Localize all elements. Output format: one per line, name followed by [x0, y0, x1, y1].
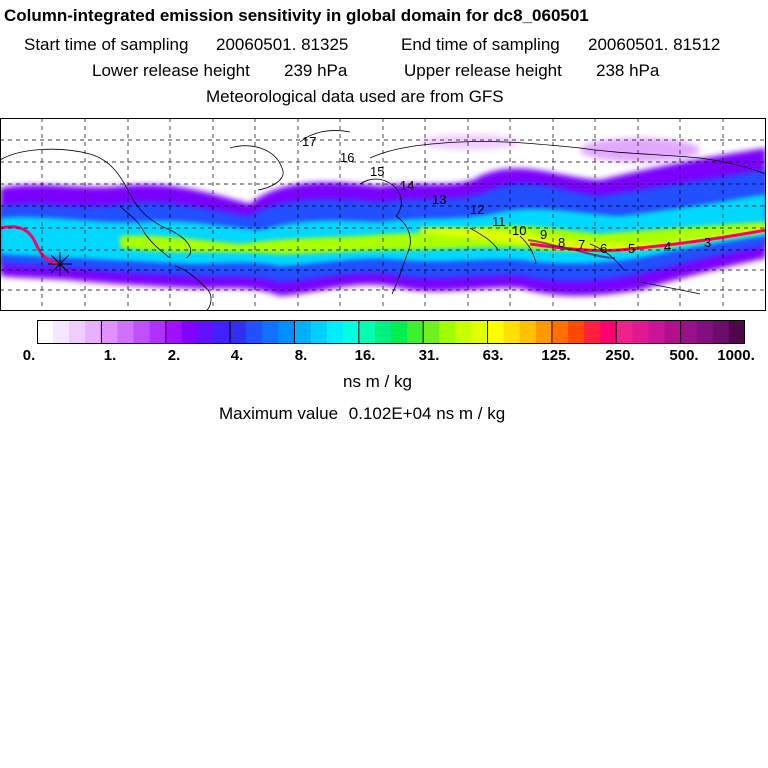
colorbar-cell	[326, 320, 344, 344]
figure-title: Column-integrated emission sensitivity i…	[4, 6, 589, 25]
graticule	[0, 118, 766, 311]
colorbar-tick-label: 250.	[605, 347, 635, 364]
colorbar-cell	[535, 320, 553, 344]
colorbar-tick-label: 1.	[103, 347, 117, 364]
maximum-value-line: Maximum value 0.102E+04 ns m / kg	[219, 405, 505, 422]
colorbar-cell	[342, 320, 360, 344]
colorbar-cell	[149, 320, 167, 344]
day-label: 6	[600, 241, 607, 256]
colorbar-tick-label: 31.	[418, 347, 440, 364]
end-time-label: End time of sampling	[401, 35, 560, 54]
colorbar-cell	[262, 320, 279, 344]
colorbar-cell	[246, 320, 263, 344]
colorbar-cell	[69, 320, 86, 344]
colorbar-cell	[358, 320, 376, 344]
colorbar-cell	[471, 320, 488, 344]
colorbar-tick-label: 4.	[230, 347, 244, 364]
colorbar	[37, 320, 745, 344]
colorbar-cell	[407, 320, 424, 344]
colorbar-cell	[278, 320, 295, 344]
colorbar-tick-label: 1000.	[717, 347, 755, 364]
colorbar-cell	[53, 320, 70, 344]
colorbar-dividers	[100, 320, 682, 344]
colorbar-cell	[181, 320, 199, 344]
lower-height-label: Lower release height	[92, 61, 250, 80]
upper-height-label: Upper release height	[404, 61, 562, 80]
colorbar-cell	[230, 320, 247, 344]
colorbar-cell	[214, 320, 231, 344]
colorbar-tick-label: 0.	[22, 347, 36, 364]
colorbar-cell	[117, 320, 134, 344]
track-dark-core	[527, 239, 616, 259]
colorbar-cell	[133, 320, 151, 344]
colorbar-frame	[37, 320, 745, 344]
colorbar-cell	[519, 320, 537, 344]
track-line	[0, 225, 61, 266]
day-label: 11	[492, 214, 506, 229]
colorbar-cell	[664, 320, 682, 344]
met-data-line: Meteorological data used are from GFS	[206, 87, 504, 106]
colorbar-cell	[391, 320, 408, 344]
colorbar-tick-label: 16.	[354, 347, 376, 364]
day-label: 10	[512, 223, 526, 238]
colorbar-cell	[712, 320, 730, 344]
day-label: 5	[628, 241, 635, 256]
start-time-label: Start time of sampling	[24, 35, 189, 54]
colorbar-cell	[568, 320, 585, 344]
day-label: 13	[432, 192, 446, 207]
map-frame	[0, 118, 766, 311]
day-label: 14	[400, 178, 414, 193]
colorbar-cell	[616, 320, 633, 344]
day-label: 12	[470, 202, 484, 217]
colorbar-cell	[197, 320, 215, 344]
colorbar-tick-label: 2.	[167, 347, 181, 364]
colorbar-cell	[680, 320, 698, 344]
day-label: 9	[540, 227, 547, 242]
colorbar-cell	[85, 320, 102, 344]
colorbar-cell	[503, 320, 521, 344]
colorbar-cell	[584, 320, 601, 344]
day-label: 15	[370, 164, 384, 179]
maximum-value-unit: ns m / kg	[436, 404, 506, 423]
colorbar-cell	[439, 320, 456, 344]
colorbar-cell	[600, 320, 617, 344]
colorbar-cell	[551, 320, 569, 344]
day-label: 4	[664, 239, 671, 254]
colorbar-cell	[728, 320, 745, 344]
colorbar-tick-label: 63.	[482, 347, 504, 364]
colorbar-tick-label: 500.	[669, 347, 699, 364]
colorbar-cell	[374, 320, 392, 344]
day-label: 16	[340, 150, 354, 165]
day-label: 7	[578, 237, 585, 252]
maximum-value-number: 0.102E+04	[348, 404, 432, 423]
colorbar-cell	[487, 320, 505, 344]
colorbar-cell	[632, 320, 649, 344]
colorbar-cell	[165, 320, 183, 344]
colorbar-cell	[294, 320, 311, 344]
colorbar-tick-label: 8.	[294, 347, 308, 364]
lower-height-value: 239 hPa	[284, 61, 348, 80]
start-time-value: 20060501. 81325	[216, 35, 349, 54]
day-label: 8	[558, 235, 565, 250]
day-label: 3	[704, 235, 711, 250]
day-labels: 17 16 15 14 13 12 11 10 9 8 7 6 5 4 3	[302, 134, 711, 256]
colorbar-cells	[37, 320, 745, 344]
colorbar-tick-label: 125.	[541, 347, 571, 364]
emission-sensitivity-map: 17 16 15 14 13 12 11 10 9 8 7 6 5 4 3	[0, 118, 766, 311]
day-label: 17	[302, 134, 316, 149]
upper-height-value: 238 hPa	[596, 61, 660, 80]
colorbar-cell	[455, 320, 472, 344]
colorbar-cell	[648, 320, 665, 344]
end-time-value: 20060501. 81512	[588, 35, 721, 54]
colorbar-cell	[37, 320, 54, 344]
colorbar-unit-label: ns m / kg	[343, 372, 412, 391]
colorbar-cell	[101, 320, 118, 344]
maximum-value-label: Maximum value	[219, 404, 339, 423]
release-point-marker	[48, 252, 72, 276]
colorbar-cell	[696, 320, 714, 344]
colorbar-cell	[423, 320, 440, 344]
colorbar-cell	[310, 320, 328, 344]
